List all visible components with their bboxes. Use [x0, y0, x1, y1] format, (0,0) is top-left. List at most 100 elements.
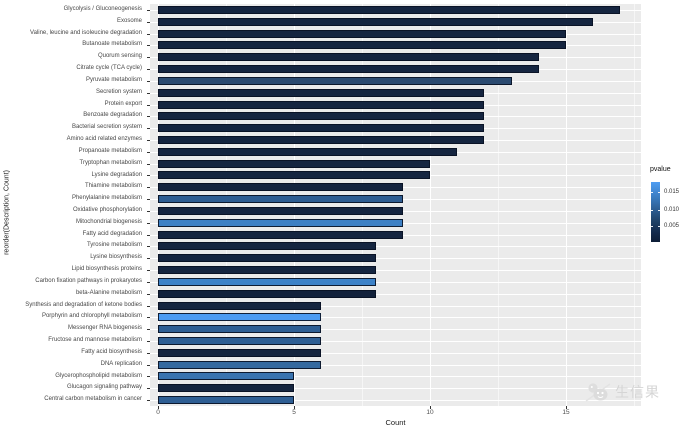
y-tick-mark [147, 246, 150, 248]
category-label: Central carbon metabolism in cancer [44, 396, 142, 403]
x-major-gridline [430, 4, 431, 406]
h-gridline [150, 340, 641, 342]
category-label: Butanoate metabolism [82, 41, 142, 48]
bar [158, 5, 621, 14]
y-tick-mark [147, 317, 150, 319]
y-tick-mark [147, 293, 150, 295]
x-minor-gridline [634, 4, 635, 406]
legend-tick-mark [651, 209, 653, 211]
bar [158, 159, 430, 168]
h-gridline [150, 329, 641, 331]
bar [158, 88, 485, 97]
h-gridline [150, 317, 641, 319]
category-label: Quorum sensing [97, 53, 142, 60]
category-label: Messenger RNA biogenesis [67, 325, 142, 332]
h-gridline [150, 376, 641, 378]
y-tick-mark [147, 175, 150, 177]
legend-tick-mark [658, 226, 660, 227]
category-label: Thiamine metabolism [84, 183, 142, 190]
bar [158, 195, 403, 204]
category-label: Glucagon signaling pathway [66, 384, 142, 391]
pvalue-legend: pvalue 0.015 0.010 0.005 [646, 166, 691, 242]
bar [158, 360, 322, 369]
y-tick-mark [147, 234, 150, 236]
h-gridline [150, 364, 641, 366]
h-gridline [150, 293, 641, 295]
bar [158, 396, 294, 405]
category-label: Synthesis and degradation of ketone bodi… [25, 301, 142, 308]
bar [158, 277, 376, 286]
h-gridline [150, 270, 641, 272]
bar [158, 183, 403, 192]
category-label: Fructose and mannose metabolism [48, 337, 142, 344]
category-label: Lysine biosynthesis [90, 254, 142, 261]
category-label: Fatty acid degradation [82, 230, 142, 237]
category-label: Protein export [104, 100, 142, 107]
watermark-text: 生信果 [615, 384, 660, 400]
y-tick-mark [147, 57, 150, 59]
bar [158, 325, 322, 334]
y-tick-mark [147, 364, 150, 366]
bar [158, 242, 376, 251]
category-label: Lipid biosynthesis proteins [71, 266, 142, 273]
y-tick-mark [147, 128, 150, 130]
bar [158, 135, 485, 144]
category-label: Mitochondrial biogenesis [75, 218, 142, 225]
y-tick-mark [147, 151, 150, 153]
y-tick-mark [147, 281, 150, 283]
y-tick-mark [147, 104, 150, 106]
h-gridline [150, 246, 641, 248]
bar [158, 230, 403, 239]
category-label: DNA replication [100, 360, 142, 367]
x-tick-mark [566, 406, 567, 409]
y-tick-mark [147, 376, 150, 378]
y-tick-mark [147, 400, 150, 402]
legend-tick-label: 0.015 [664, 189, 680, 195]
legend-title: pvalue [650, 166, 671, 173]
watermark: 生信果 [585, 381, 660, 403]
h-gridline [150, 400, 641, 402]
bar [158, 336, 322, 345]
y-tick-mark [147, 116, 150, 118]
category-label: Carbon fixation pathways in prokaryotes [35, 277, 142, 284]
y-tick-mark [147, 33, 150, 35]
bar [158, 76, 512, 85]
legend-tick-mark [658, 209, 660, 211]
legend-colorbar-gradient [651, 182, 660, 242]
category-label: Benzoate degradation [83, 112, 142, 119]
bar [158, 372, 294, 381]
category-label: Valine, leucine and isoleucine degradati… [30, 29, 142, 36]
category-label: Fatty acid biosynthesis [81, 348, 142, 355]
bar [158, 17, 594, 26]
bar [158, 218, 403, 227]
legend-tick-label: 0.010 [664, 206, 680, 213]
y-tick-mark [147, 210, 150, 212]
y-tick-mark [147, 222, 150, 224]
x-major-gridline [294, 4, 295, 406]
category-label: Tryptophan metabolism [79, 159, 142, 166]
x-tick-mark [430, 406, 431, 409]
bar [158, 313, 322, 322]
category-label: Secretion system [95, 88, 142, 95]
category-label: Bacterial secretion system [71, 124, 142, 131]
y-tick-mark [147, 45, 150, 47]
y-tick-mark [147, 187, 150, 189]
bar [158, 254, 376, 263]
y-tick-mark [147, 92, 150, 94]
bar [158, 266, 376, 275]
y-tick-mark [147, 352, 150, 354]
x-tick-mark [294, 406, 295, 409]
x-minor-gridline [226, 4, 227, 406]
y-tick-mark [147, 9, 150, 11]
mascot-fruit-icon [585, 383, 611, 402]
h-gridline [150, 258, 641, 260]
x-tick-label: 0 [156, 409, 160, 416]
x-tick-mark [158, 406, 159, 409]
x-minor-gridline [362, 4, 363, 406]
bar [158, 384, 294, 393]
category-label: Porphyrin and chlorophyll metabolism [41, 313, 142, 320]
x-axis-title: Count [385, 418, 406, 427]
category-label: Lysine degradation [91, 171, 142, 178]
x-tick-label: 15 [562, 409, 570, 416]
